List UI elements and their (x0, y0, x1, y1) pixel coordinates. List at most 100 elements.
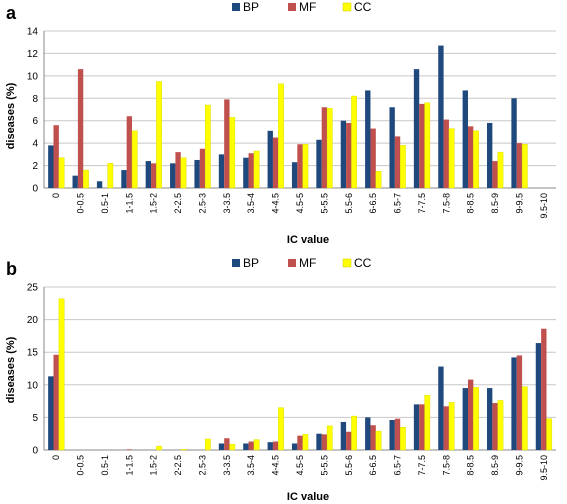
x-tick-label: 0-0.5 (76, 193, 86, 214)
chart-panel-b: b BP MF CC 0 5 10 15 20 25 0 0-0.5 0.5-1 1-1.5 1.5-2 2-… (5, 256, 556, 503)
bar-bp-9-9.5 (511, 98, 517, 188)
bar-mf-4-4.5 (272, 137, 279, 188)
x-tick-label: 0-0.5 (76, 455, 86, 476)
y-tick-label: 2 (32, 161, 38, 172)
bar-bp-0-0.5 (72, 175, 78, 188)
bar-bp-1.5-2 (145, 161, 152, 188)
bar-cc-6.5-7 (400, 145, 406, 189)
x-tick-label: 3.5-4 (246, 193, 256, 214)
bar-cc-5.5-6 (351, 95, 358, 189)
bar-bp-7.5-8 (438, 366, 444, 450)
x-tick-label: 0.5-1 (100, 455, 110, 476)
x-tick-label: 8.5-9 (490, 455, 500, 476)
x-tick-label: 0.5-1 (100, 193, 110, 214)
bar-mf-2.5-3 (199, 148, 206, 188)
bar-cc-9.5-10 (546, 418, 553, 451)
bar-cc-1.5-2 (156, 445, 162, 451)
bar-cc-3-3.5 (229, 443, 236, 451)
legend-swatch-bp (232, 3, 240, 11)
x-tick-label: 1-1.5 (124, 455, 134, 476)
bar-mf-3-3.5 (224, 99, 230, 188)
bar-cc-1-1.5 (131, 130, 138, 189)
bar-cc-5.5-6 (351, 415, 358, 451)
bar-mf-5.5-6 (346, 431, 352, 450)
bar-mf-9.5-10 (541, 328, 547, 450)
bar-mf-4-4.5 (272, 441, 279, 450)
x-tick-label: 4-4.5 (271, 193, 281, 214)
x-tick-label: 8-8.5 (466, 193, 476, 214)
y-axis-title: diseases (%) (5, 82, 17, 149)
bar-cc-2.5-3 (204, 438, 211, 451)
x-tick-label: 9.5-10 (539, 455, 549, 481)
bar-bp-0 (48, 145, 54, 188)
bar-bp-6-6.5 (365, 417, 371, 450)
x-tick-label: 4.5-5 (295, 193, 305, 214)
bar-cc-3.5-4 (253, 439, 260, 451)
y-tick-label: 5 (32, 413, 38, 424)
y-tick-label: 10 (27, 380, 39, 391)
legend-label-bp: BP (243, 256, 259, 270)
bar-mf-4.5-5 (297, 435, 303, 450)
bar-cc-0 (58, 298, 65, 451)
bar-cc-9-9.5 (521, 386, 528, 451)
legend-swatch-mf (288, 3, 296, 11)
x-tick-label: 5-5.5 (319, 193, 329, 214)
bar-mf-3.5-4 (248, 441, 254, 450)
bar-bp-7.5-8 (438, 45, 444, 189)
bar-mf-8.5-9 (492, 403, 498, 450)
bar-bp-9.5-10 (535, 343, 542, 450)
y-tick-label: 14 (27, 27, 39, 38)
bar-mf-6.5-7 (394, 136, 401, 188)
bar-cc-9-9.5 (521, 144, 528, 189)
legend-swatch-mf (288, 259, 296, 267)
x-tick-label: 3-3.5 (222, 193, 232, 214)
y-tick-label: 20 (27, 315, 39, 326)
legend-label-cc: CC (354, 0, 372, 14)
bar-cc-6-6.5 (375, 170, 382, 189)
bar-cc-2-2.5 (180, 157, 187, 189)
bar-mf-8-8.5 (467, 126, 474, 188)
legend-swatch-bp (232, 259, 240, 267)
y-tick-label: 25 (27, 283, 39, 294)
x-tick-label: 1.5-2 (149, 455, 159, 476)
bar-bp-3.5-4 (243, 157, 249, 188)
legend-label-mf: MF (299, 0, 316, 14)
bar-cc-8-8.5 (473, 130, 479, 189)
bar-mf-6.5-7 (394, 418, 401, 450)
legend-swatch-cc (342, 258, 352, 268)
x-tick-label: 3-3.5 (222, 455, 232, 476)
bar-mf-8.5-9 (492, 161, 498, 188)
bar-mf-2-2.5 (175, 152, 181, 188)
bar-bp-3.5-4 (243, 443, 249, 450)
bar-cc-3.5-4 (253, 150, 260, 189)
x-tick-label: 2-2.5 (173, 455, 183, 476)
bar-cc-7-7.5 (424, 102, 431, 189)
bar-cc-8.5-9 (497, 151, 504, 189)
bar-cc-4.5-5 (302, 434, 309, 451)
x-tick-label: 9-9.5 (514, 193, 524, 214)
bar-mf-5-5.5 (321, 107, 328, 188)
bar-cc-0-0.5 (83, 169, 89, 189)
bar-mf-5-5.5 (321, 434, 328, 450)
bar-bp-2-2.5 (170, 163, 176, 188)
bar-mf-1-1.5 (126, 449, 133, 450)
bar-bp-6.5-7 (389, 420, 395, 450)
bar-bp-9-9.5 (511, 357, 517, 450)
legend-swatch-cc (342, 2, 352, 12)
bar-bp-7-7.5 (413, 404, 420, 450)
bar-bp-4.5-5 (291, 162, 298, 188)
bar-cc-8.5-9 (497, 400, 504, 451)
x-tick-label: 6.5-7 (393, 455, 403, 476)
bar-mf-7-7.5 (419, 103, 425, 188)
bar-bp-3-3.5 (218, 443, 225, 450)
x-tick-label: 7-7.5 (417, 193, 427, 214)
x-tick-label: 7-7.5 (417, 455, 427, 476)
bar-mf-0 (53, 125, 59, 188)
bar-cc-6-6.5 (375, 430, 382, 451)
bar-bp-5-5.5 (316, 139, 322, 188)
x-tick-label: 5-5.5 (319, 455, 329, 476)
bar-bp-6-6.5 (365, 90, 371, 188)
legend-label-cc: CC (354, 256, 372, 270)
y-tick-label: 10 (27, 71, 39, 82)
bar-bp-7-7.5 (413, 69, 420, 188)
